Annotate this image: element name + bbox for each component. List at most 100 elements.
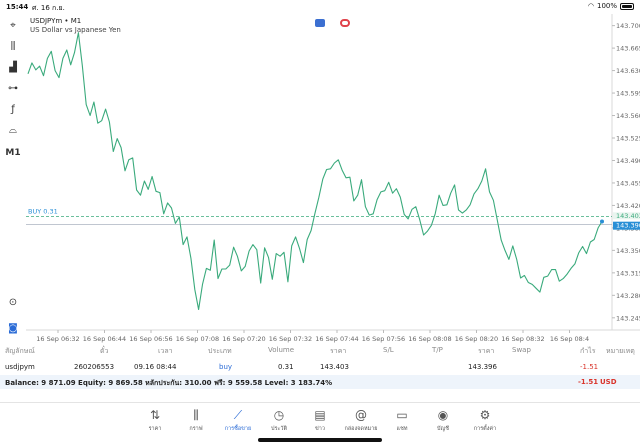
chart-canvas[interactable]: 143.700 143.665 143.630 143.595 143.560 143.5… xyxy=(26,14,640,344)
nav-settings[interactable]: ⚙ การตั้งค่า xyxy=(465,407,505,433)
settings-icon: ⚙ xyxy=(479,408,491,422)
x-tick-label: 16 Sep 06:32 xyxy=(36,335,79,343)
row-type: buy xyxy=(219,363,233,371)
shapes-icon[interactable]: ⌓ xyxy=(9,124,17,136)
y-tick-label: 143.525 xyxy=(616,135,640,143)
total-profit: -1.51 xyxy=(578,378,599,386)
candles-icon[interactable]: ⫼ xyxy=(10,40,16,52)
y-tick-label: 143.245 xyxy=(616,314,640,322)
crosshair-icon[interactable]: ⌖ xyxy=(10,19,16,31)
current-price-tag xyxy=(613,221,640,230)
chart-toolbar: ⌖ ⫼ ▟ ⊶ ƒ ⌓ M1 ⊙ ◙ xyxy=(0,14,26,334)
header-open-price: ราคา xyxy=(330,347,347,355)
row-ticket: 260206553 xyxy=(74,363,115,371)
nav-quotes[interactable]: ⇅ ราคา xyxy=(135,407,175,433)
chart-title: USDJPYm • M1 US Dollar vs Japanese Yen xyxy=(30,17,121,35)
position-row[interactable]: usdjpym 260206553 09.16 08:44 buy 0.31 1… xyxy=(0,361,640,373)
last-price-dot xyxy=(600,219,604,224)
battery-percent: 100% xyxy=(596,2,617,10)
row-time: 09.16 08:44 xyxy=(134,363,177,371)
x-tick-label: 16 Sep 08:32 xyxy=(501,335,544,343)
wifi-icon: ◠ xyxy=(587,2,594,10)
header-profit: กำไร xyxy=(580,347,596,355)
x-tick-label: 16 Sep 07:08 xyxy=(176,335,219,343)
market-status-icon[interactable] xyxy=(340,19,350,27)
row-open-price: 143.403 xyxy=(320,363,349,371)
row-current-price: 143.396 xyxy=(468,363,497,371)
one-click-trading-icon[interactable] xyxy=(315,19,325,27)
status-time: 15:44 xyxy=(6,3,29,11)
y-tick-label: 143.455 xyxy=(616,179,640,187)
accounts-icon: ◉ xyxy=(437,408,449,422)
nav-trade-label: การซื้อขาย xyxy=(224,426,252,432)
nav-accounts-label: บัญชี xyxy=(437,426,449,432)
function-icon[interactable]: ƒ xyxy=(11,103,15,115)
zoom-icon[interactable]: ⊙ xyxy=(8,296,18,308)
header-volume: Volume xyxy=(268,346,295,354)
nav-news[interactable]: ▤ ข่าว xyxy=(300,407,340,433)
news-icon: ▤ xyxy=(314,408,326,422)
mailbox-icon: @ xyxy=(355,408,367,422)
nav-news-label: ข่าว xyxy=(315,426,325,432)
x-tick-label: 16 Sep 08:4 xyxy=(550,335,589,343)
price-chart[interactable]: USDJPYm • M1 US Dollar vs Japanese Yen 1… xyxy=(26,14,640,344)
positions-table-header: สัญลักษณ์ ตั๋ว เวลา ประเภท Volume ราคา S… xyxy=(0,344,640,357)
nav-history[interactable]: ◷ ประวัติ xyxy=(259,407,299,433)
history-icon: ◷ xyxy=(273,408,285,422)
x-tick-label: 16 Sep 06:56 xyxy=(129,335,172,343)
y-tick-label: 143.665 xyxy=(616,45,640,53)
header-type: ประเภท xyxy=(208,347,232,355)
y-tick-label: 143.560 xyxy=(616,112,640,120)
y-tick-label: 143.420 xyxy=(616,202,640,210)
x-tick-label: 16 Sep 06:44 xyxy=(83,335,126,343)
nav-accounts[interactable]: ◉ บัญชี xyxy=(423,407,463,433)
nav-mailbox[interactable]: @ กล่องจดหมาย xyxy=(341,407,381,433)
objects-icon[interactable]: ⊶ xyxy=(8,82,18,94)
x-tick-label: 16 Sep 08:20 xyxy=(455,335,498,343)
chart-description: US Dollar vs Japanese Yen xyxy=(30,26,121,34)
nav-quotes-label: ราคา xyxy=(148,426,162,432)
flag-icon[interactable]: ◙ xyxy=(8,322,18,334)
status-right: ◠ 100% xyxy=(588,2,634,10)
header-comment: หมายเหตุ xyxy=(606,347,635,355)
currency-label: USD xyxy=(600,378,617,386)
indicators-icon[interactable]: ▟ xyxy=(9,61,17,73)
nav-settings-label: การตั้งค่า xyxy=(473,426,497,432)
x-tick-label: 16 Sep 07:32 xyxy=(269,335,312,343)
y-tick-label: 143.595 xyxy=(616,90,640,98)
nav-chart-label: กราฟ xyxy=(189,426,203,432)
row-symbol: usdjpym xyxy=(5,363,35,371)
x-tick-label: 16 Sep 07:56 xyxy=(362,335,405,343)
nav-trade[interactable]: ⟋ การซื้อขาย xyxy=(218,407,258,433)
x-tick-label: 16 Sep 07:20 xyxy=(222,335,265,343)
nav-chat[interactable]: ▭ แชท xyxy=(382,407,422,433)
nav-chart[interactable]: ⫼ กราฟ xyxy=(176,407,216,433)
account-summary: Balance: 9 871.09 Equity: 9 869.58 หลักป… xyxy=(0,375,640,389)
entry-price-tag xyxy=(613,212,640,220)
nav-mailbox-label: กล่องจดหมาย xyxy=(344,426,378,432)
y-tick-label: 143.280 xyxy=(616,292,640,300)
y-tick-label: 143.490 xyxy=(616,157,640,165)
y-tick-label: 143.315 xyxy=(616,269,640,277)
row-volume: 0.31 xyxy=(278,363,294,371)
nav-chat-label: แชท xyxy=(396,426,408,432)
chart-icon: ⫼ xyxy=(193,408,199,422)
y-tick-label: 143.630 xyxy=(616,67,640,75)
battery-icon xyxy=(620,2,634,10)
nav-history-label: ประวัติ xyxy=(270,426,288,432)
header-swap: Swap xyxy=(512,346,531,354)
timeframe-button[interactable]: M1 xyxy=(5,148,21,158)
chart-symbol: USDJPYm • M1 xyxy=(30,17,82,25)
row-profit: -1.51 xyxy=(580,363,599,371)
trade-icon: ⟋ xyxy=(233,408,243,422)
current-price-tag-text: 143.390 xyxy=(616,222,640,230)
chat-icon: ▭ xyxy=(396,408,408,422)
price-line xyxy=(27,32,603,311)
home-indicator[interactable] xyxy=(258,438,382,442)
x-tick-label: 16 Sep 08:08 xyxy=(408,335,451,343)
header-time: เวลา xyxy=(158,347,173,355)
bottom-navigation: ⇅ ราคา ⫼ กราฟ ⟋ การซื้อขาย ◷ ประวัติ ▤ ข… xyxy=(0,402,640,447)
header-sl: S/L xyxy=(383,346,394,354)
quotes-icon: ⇅ xyxy=(149,408,161,422)
y-tick-label: 143.700 xyxy=(616,22,640,30)
